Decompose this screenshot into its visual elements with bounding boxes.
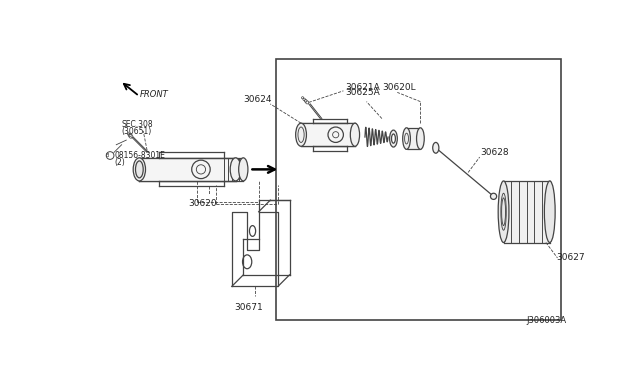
Ellipse shape — [136, 161, 143, 178]
Text: J306003A: J306003A — [527, 316, 566, 325]
Bar — [406, 128, 420, 150]
Bar — [527, 181, 534, 243]
Text: 30628: 30628 — [481, 148, 509, 157]
Text: 30624: 30624 — [243, 95, 272, 104]
Text: 30627: 30627 — [556, 253, 584, 262]
Text: 30625A: 30625A — [346, 88, 380, 97]
Ellipse shape — [230, 158, 241, 181]
Ellipse shape — [403, 128, 410, 150]
Bar — [301, 123, 355, 146]
Bar — [519, 181, 527, 243]
Bar — [276, 59, 561, 320]
Text: SEC.308: SEC.308 — [122, 120, 153, 129]
Ellipse shape — [390, 130, 397, 147]
Text: 08156-8301E: 08156-8301E — [115, 151, 166, 160]
Text: (2): (2) — [115, 158, 125, 167]
Ellipse shape — [498, 181, 509, 243]
Ellipse shape — [239, 158, 248, 181]
Ellipse shape — [392, 134, 396, 143]
Bar — [542, 181, 550, 243]
Bar — [140, 158, 236, 181]
Ellipse shape — [296, 123, 307, 146]
Bar — [511, 181, 519, 243]
Bar — [504, 181, 511, 243]
Ellipse shape — [350, 123, 360, 146]
Text: (30651): (30651) — [122, 127, 152, 136]
Text: 30671: 30671 — [234, 303, 263, 312]
Ellipse shape — [545, 181, 555, 243]
Ellipse shape — [417, 128, 424, 150]
Text: 30620L: 30620L — [382, 83, 415, 92]
Bar — [534, 181, 542, 243]
Text: 30621A: 30621A — [345, 83, 380, 92]
Text: B: B — [106, 153, 109, 158]
Circle shape — [490, 193, 497, 199]
Text: FRONT: FRONT — [140, 90, 169, 99]
Ellipse shape — [433, 142, 439, 153]
Ellipse shape — [133, 158, 145, 181]
Text: 30620: 30620 — [188, 199, 217, 208]
